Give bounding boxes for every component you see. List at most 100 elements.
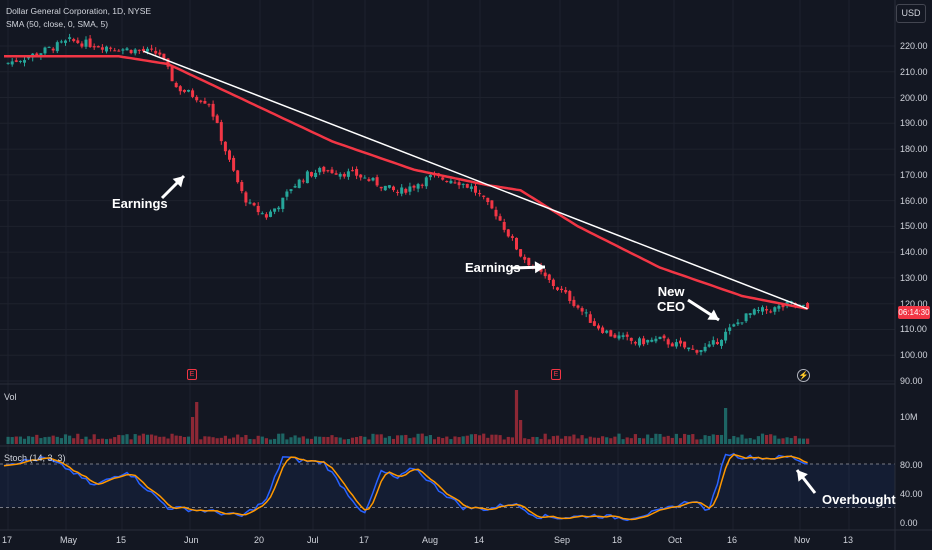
volume-bar [51,435,55,444]
candle-body [416,184,420,189]
volume-bar [47,436,51,444]
volume-bar [539,438,543,444]
volume-bar [59,438,63,444]
time-tick-label: 14 [474,535,485,545]
volume-bars [6,390,810,444]
candle-body [277,207,281,210]
volume-bar [732,436,736,444]
earnings-marker-1[interactable]: E [187,369,197,380]
price-tick-label: 190.00 [900,118,928,129]
volume-bar [523,438,527,444]
sma-legend[interactable]: SMA (50, close, 0, SMA, 5) [6,19,109,29]
candle-body [59,41,63,43]
candle-body [76,40,80,43]
candle-body [642,338,646,345]
candle-body [211,103,215,117]
candle-body [736,322,740,325]
volume-bar [240,437,244,444]
volume-bar [482,433,486,444]
price-tick-label: 120.00 [900,298,928,309]
candle-body [18,60,22,62]
earnings-marker-2[interactable]: E [551,369,561,380]
candle-body [92,46,96,48]
volume-bar [568,436,572,444]
candle-body [351,170,354,172]
candle-body [761,307,764,312]
time-tick-label: Aug [422,535,439,545]
candle-body [592,321,596,326]
candle-body [527,257,531,266]
candle-body [39,53,43,57]
candle-body [240,182,244,192]
candle-body [154,50,158,54]
candle-body [55,42,59,52]
candle-body [691,348,695,350]
candle-body [543,272,547,277]
candle-body [478,193,482,195]
candle-body [100,47,104,50]
volume-bar [18,436,22,444]
candle-body [408,186,412,192]
candle-body [359,174,363,178]
candle-body [387,185,391,188]
candle-body [404,188,408,193]
candle-body [383,185,387,191]
volume-bar [227,438,232,444]
volume-bar [666,435,670,444]
candle-body [285,191,289,197]
volume-bar [252,439,256,444]
new-ceo-annotation: New CEO [657,284,685,314]
candle-body [424,177,428,187]
candle-body [109,47,113,49]
candle-body [305,171,309,184]
volume-bar [461,436,465,444]
volume-bar [125,434,129,444]
lightning-icon[interactable]: ⚡ [797,369,810,382]
stoch-tick-80: 80.00 [900,460,923,470]
volume-bar [404,434,408,444]
time-tick-label: 18 [612,535,623,545]
volume-bar [379,434,383,444]
candle-body [486,197,490,203]
volume-bar [494,434,498,444]
volume-bar [605,437,609,444]
volume-bar [162,436,166,444]
volume-bar [322,436,326,444]
candle-body [609,330,613,337]
candle-body [494,209,498,217]
new-ceo-line2: CEO [657,299,686,314]
candle-body [420,184,424,186]
candle-body [765,309,769,311]
volume-bar [396,435,400,444]
candle-body [662,335,666,339]
volume-bar [76,433,80,444]
candle-body [141,48,145,52]
candle-body [195,96,199,101]
volume-bar [84,436,88,444]
volume-bar [178,435,182,444]
volume-bar [662,436,666,444]
volume-bar [625,437,629,444]
earnings-arrow-2-head [534,261,545,274]
currency-button[interactable]: USD [896,4,926,23]
candle-body [80,43,84,47]
candle-body [568,291,572,301]
candle-body [601,327,605,333]
candle-body [457,182,461,186]
candle-body [310,172,313,177]
volume-bar [691,434,695,444]
volume-bar [186,436,191,444]
volume-bar [650,437,654,444]
time-tick-label: Sep [554,535,571,545]
candle-body [170,66,174,82]
trend-line[interactable] [143,50,808,310]
candle-body [342,173,346,177]
candle-body [781,304,785,308]
volume-bar [88,439,92,444]
volume-bar [806,438,810,444]
candle-body [51,48,55,51]
volume-bar [490,434,494,444]
candle-body [338,173,342,177]
candle-body [699,350,703,352]
